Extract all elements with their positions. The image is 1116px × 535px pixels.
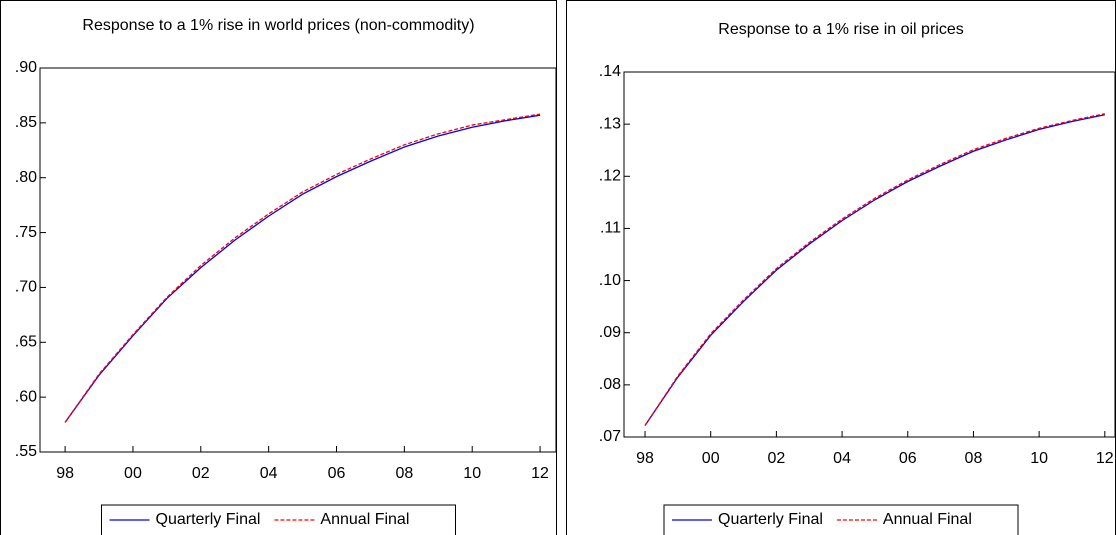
x-tick-label: 04 — [833, 450, 851, 467]
y-tick-label: .75 — [15, 224, 37, 241]
y-tick-label: .08 — [599, 376, 621, 393]
panel-frame — [0, 0, 557, 535]
legend-label: Quarterly Final — [156, 511, 261, 528]
y-tick-label: .10 — [599, 272, 621, 289]
x-tick-label: 08 — [965, 450, 983, 467]
series-line — [644, 113, 1105, 426]
y-tick-label: .13 — [599, 115, 621, 132]
x-tick-label: 06 — [328, 465, 346, 482]
x-tick-label: 10 — [1030, 450, 1048, 467]
plot-frame — [39, 67, 557, 453]
x-tick-label: 08 — [395, 465, 413, 482]
plot-frame — [623, 71, 1116, 438]
x-tick-label: 04 — [260, 465, 278, 482]
chart-title: Response to a 1% rise in world prices (n… — [82, 17, 474, 34]
legend-label: Annual Final — [883, 511, 972, 528]
y-tick-label: .09 — [599, 324, 621, 341]
x-tick-label: 06 — [899, 450, 917, 467]
y-tick-label: .65 — [15, 334, 37, 351]
series-line — [644, 114, 1105, 426]
x-tick-label: 10 — [463, 465, 481, 482]
x-tick-label: 02 — [767, 450, 785, 467]
y-tick-label: .60 — [15, 388, 37, 405]
y-tick-label: .85 — [15, 114, 37, 131]
y-tick-label: .80 — [15, 169, 37, 186]
x-tick-label: 00 — [702, 450, 720, 467]
y-tick-label: .90 — [15, 59, 37, 76]
x-tick-label: 98 — [56, 465, 74, 482]
legend-box — [663, 504, 1019, 535]
y-tick-label: .12 — [599, 168, 621, 185]
y-tick-label: .11 — [600, 220, 621, 237]
legend-box — [101, 504, 456, 535]
x-tick-label: 00 — [124, 465, 142, 482]
y-tick-label: .14 — [599, 63, 621, 80]
chart-title: Response to a 1% rise in oil prices — [718, 21, 963, 38]
series-line — [64, 113, 541, 423]
legend-label: Quarterly Final — [718, 511, 823, 528]
x-tick-label: 12 — [1096, 450, 1114, 467]
y-tick-label: .07 — [599, 428, 621, 445]
legend-label: Annual Final — [320, 511, 409, 528]
x-tick-label: 02 — [192, 465, 210, 482]
y-tick-label: .55 — [15, 443, 37, 460]
y-tick-label: .70 — [15, 279, 37, 296]
series-line — [64, 114, 541, 423]
x-tick-label: 12 — [531, 465, 549, 482]
x-tick-label: 98 — [636, 450, 654, 467]
